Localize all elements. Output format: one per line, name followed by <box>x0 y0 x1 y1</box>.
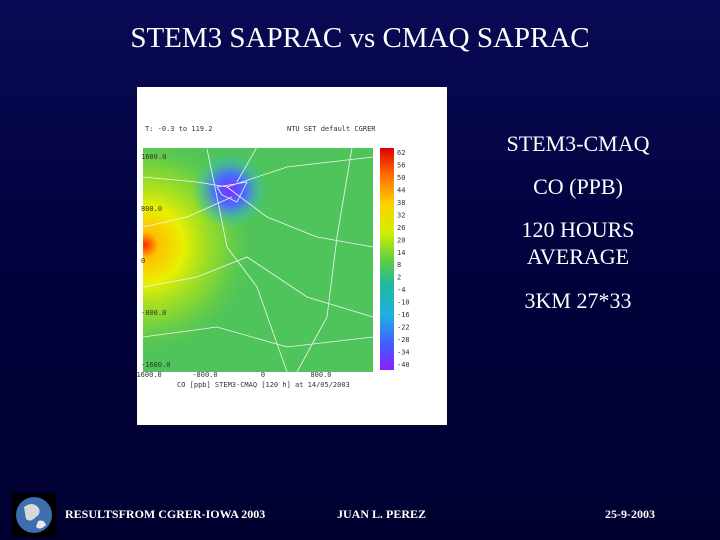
color-bar-label: 38 <box>397 199 405 207</box>
side-text: STEM3-CMAQ <box>506 131 650 156</box>
footer-text: JUAN L. PEREZ <box>337 507 427 521</box>
map-header: NTU SET default CGRER <box>287 125 376 133</box>
y-axis-label: 0 <box>141 257 145 265</box>
x-axis-label: -800.0 <box>192 371 217 379</box>
map-caption: CO [ppb] STEM3-CMAQ [120 h] at 14/05/200… <box>177 381 350 389</box>
y-axis-label: 800.0 <box>141 205 162 213</box>
color-bar-label: 26 <box>397 224 405 232</box>
x-axis-label: 800.0 <box>310 371 331 379</box>
side-text: CO (PPB) <box>533 174 623 199</box>
color-bar-label: -34 <box>397 349 410 357</box>
color-bar-label: 44 <box>397 186 405 194</box>
roads <box>142 146 374 373</box>
color-bar-label: 62 <box>397 149 405 157</box>
color-bar-label: -22 <box>397 324 410 332</box>
color-bar-label: -40 <box>397 361 410 369</box>
side-text: 3KM 27*33 <box>524 288 632 313</box>
color-bar-label: 8 <box>397 261 401 269</box>
color-bar-label: -16 <box>397 311 410 319</box>
map-image: T: -0.3 to 119.2 NTU SET default CGRER C… <box>137 87 447 425</box>
color-bar-label: -10 <box>397 299 410 307</box>
footer-text: 25-9-2003 <box>605 507 655 521</box>
cold-spot <box>143 148 373 372</box>
map-header: T: -0.3 to 119.2 <box>145 125 212 133</box>
globe-icon <box>12 493 56 537</box>
color-bar-label: 32 <box>397 211 405 219</box>
y-axis-label: -1600.0 <box>141 361 171 369</box>
color-bar-label: 56 <box>397 161 405 169</box>
y-axis-label: -800.0 <box>141 309 166 317</box>
footer-text: RESULTSFROM CGRER-IOWA 2003 <box>65 507 266 521</box>
color-bar <box>380 148 394 370</box>
y-axis-label: 1600.0 <box>141 153 166 161</box>
side-text: 120 HOURS <box>521 217 635 242</box>
color-bar-label: 14 <box>397 249 405 257</box>
side-text: AVERAGE <box>526 244 630 269</box>
slide-title: STEM3 SAPRAC vs CMAQ SAPRAC <box>130 22 590 54</box>
color-bar-label: 20 <box>397 236 405 244</box>
color-bar-label: -28 <box>397 336 410 344</box>
x-axis-labels: -1600.0 -800.0 0 800.0 <box>137 371 332 379</box>
color-bar-label: 2 <box>397 274 401 282</box>
x-axis-label: 0 <box>261 371 265 379</box>
color-bar-labels: 62 56 50 44 38 32 26 20 14 8 2 -4 -10 -16 -22 -28 -34 -40 <box>397 149 410 369</box>
color-bar-label: -4 <box>397 286 405 294</box>
y-axis-labels: 1600.0 800.0 0 -800.0 -1600.0 <box>141 153 171 369</box>
x-axis-label: -1600.0 <box>137 371 162 379</box>
color-bar-label: 50 <box>397 174 405 182</box>
